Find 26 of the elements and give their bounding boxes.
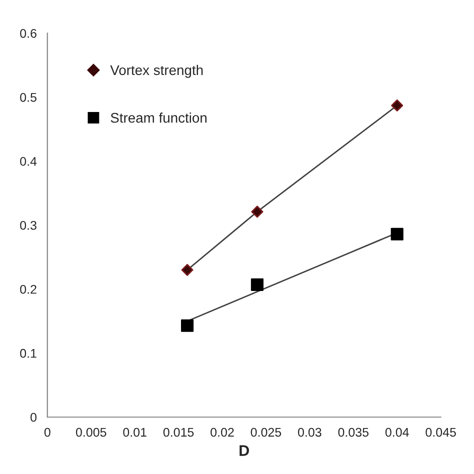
x-tick-label: 0 <box>44 428 50 437</box>
point <box>390 228 404 240</box>
y-tick-label: 0.1 <box>20 348 36 358</box>
legend-label: Stream function <box>110 112 206 123</box>
x-tick-label: 0.035 <box>338 428 369 437</box>
y-tick-label: 0.2 <box>20 284 36 294</box>
x-tick-label: 0.01 <box>123 428 146 437</box>
point <box>251 206 264 218</box>
x-axis-title: D <box>240 445 249 456</box>
point <box>391 99 404 112</box>
x-tick-label: 0.045 <box>426 428 456 437</box>
x-tick-label: 0.005 <box>76 428 106 437</box>
x-tick-label: 0.04 <box>385 428 409 437</box>
point <box>181 319 194 332</box>
x-tick-label: 0.03 <box>298 428 322 437</box>
point <box>250 278 264 291</box>
y-tick-label: 0 <box>30 412 36 422</box>
y-tick-label: 0.3 <box>20 220 36 230</box>
x-tick-label: 0.015 <box>163 428 194 437</box>
y-tick-label: 0.5 <box>20 92 36 102</box>
y-tick-label: 0.4 <box>20 156 37 166</box>
x-tick-label: 0.02 <box>210 428 234 437</box>
x-tick-label: 0.025 <box>250 428 282 437</box>
point <box>181 264 194 276</box>
y-tick-label: 0.6 <box>20 28 36 38</box>
legend-label: Vortex strength <box>110 64 203 78</box>
